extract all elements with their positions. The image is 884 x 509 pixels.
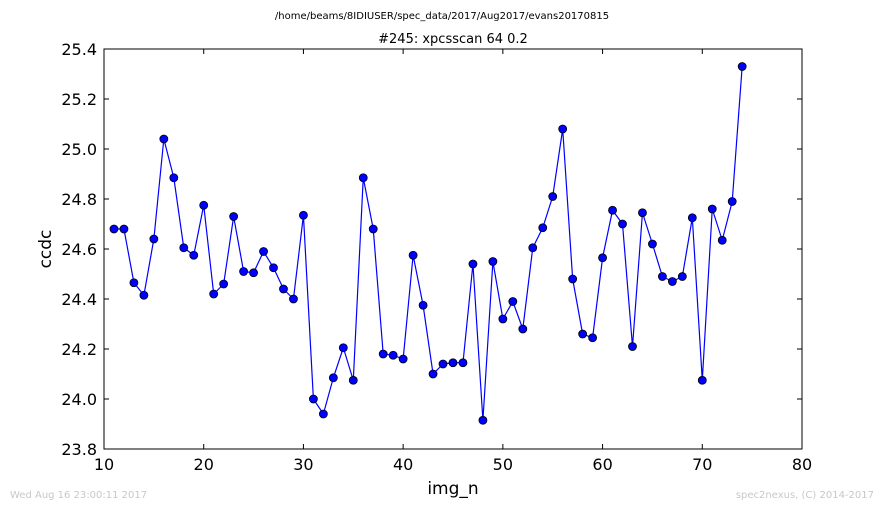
chart-suptitle: /home/beams/8IDIUSER/spec_data/2017/Aug2… (275, 11, 609, 22)
data-point (179, 243, 189, 253)
x-tick-label: 60 (592, 455, 612, 474)
data-point (628, 342, 637, 351)
data-point (558, 124, 568, 134)
x-tick-label: 80 (792, 455, 812, 474)
footer-timestamp: Wed Aug 16 23:00:11 2017 (10, 490, 147, 501)
data-point (398, 354, 408, 364)
data-point (299, 210, 308, 220)
data-point (318, 409, 328, 419)
data-point (618, 219, 627, 229)
y-tick-label: 24.0 (61, 390, 97, 409)
y-tick-label: 25.4 (61, 40, 97, 59)
data-point (448, 358, 458, 368)
footer-credit: spec2nexus, (C) 2014-2017 (736, 490, 874, 501)
data-point (528, 243, 538, 253)
data-point (717, 235, 727, 245)
data-point (289, 294, 298, 304)
data-point (608, 205, 617, 215)
data-point (638, 208, 647, 218)
data-point (328, 373, 338, 383)
data-point (239, 267, 249, 276)
data-point (508, 297, 518, 306)
y-axis-label: ccdc (36, 230, 56, 269)
y-tick-label: 25.0 (61, 140, 97, 159)
plot-frame (103, 48, 803, 450)
x-tick-label: 30 (293, 455, 313, 474)
data-point (538, 223, 548, 233)
chart-title: #245: xpcsscan 64 0.2 (378, 32, 528, 47)
data-point (468, 259, 478, 269)
data-point (388, 350, 398, 360)
data-point (588, 333, 597, 343)
x-axis: 10 20 30 40 50 60 70 80 (94, 49, 812, 474)
data-point (598, 253, 607, 263)
data-point (548, 192, 558, 201)
data-point (378, 349, 388, 359)
data-point (408, 250, 418, 260)
data-point (348, 375, 358, 385)
data-point (129, 278, 139, 288)
data-point (308, 394, 318, 404)
data-point (648, 239, 657, 249)
data-point (428, 369, 438, 379)
y-tick-label: 24.2 (61, 340, 97, 359)
data-point (498, 314, 508, 324)
data-point (119, 224, 129, 234)
y-tick-label: 24.4 (61, 290, 97, 309)
data-point (737, 62, 747, 71)
x-tick-label: 50 (493, 455, 513, 474)
data-point (209, 289, 219, 299)
data-point (149, 234, 159, 244)
data-point (438, 359, 448, 369)
data-point (169, 173, 179, 183)
data-point (189, 250, 199, 260)
data-point (418, 300, 428, 310)
data-point (368, 224, 378, 234)
data-point (667, 277, 677, 286)
data-point (109, 224, 119, 234)
data-point (139, 290, 149, 300)
data-point (478, 415, 488, 425)
data-point (578, 329, 588, 339)
series-line (113, 66, 743, 421)
data-point (259, 247, 268, 256)
data-point (358, 173, 368, 183)
data-point (697, 375, 707, 385)
y-tick-label: 24.6 (61, 240, 97, 259)
data-point (269, 263, 278, 273)
y-tick-label: 23.8 (61, 440, 97, 459)
data-point (159, 134, 169, 144)
data-point (279, 284, 288, 294)
data-point (458, 358, 468, 368)
x-tick-label: 70 (692, 455, 712, 474)
data-point (219, 279, 229, 289)
data-point (338, 343, 348, 353)
data-point (518, 324, 528, 334)
y-tick-label: 25.2 (61, 90, 97, 109)
data-point (687, 213, 697, 223)
data-point (488, 257, 498, 266)
data-point (229, 212, 239, 221)
data-point (199, 200, 209, 210)
x-tick-label: 10 (94, 455, 114, 474)
x-tick-label: 20 (194, 455, 214, 474)
data-point (677, 272, 687, 281)
data-point (727, 197, 737, 206)
data-point (249, 268, 258, 278)
x-axis-label: img_n (427, 479, 478, 499)
y-axis: 23.8 24.0 24.2 24.4 24.6 24.8 25.0 25.2 25.4 (61, 40, 802, 459)
data-point (658, 272, 667, 281)
data-point (707, 204, 717, 214)
y-tick-label: 24.8 (61, 190, 97, 209)
data-point (568, 274, 578, 284)
x-tick-label: 40 (393, 455, 413, 474)
series-ccdc (109, 62, 747, 425)
